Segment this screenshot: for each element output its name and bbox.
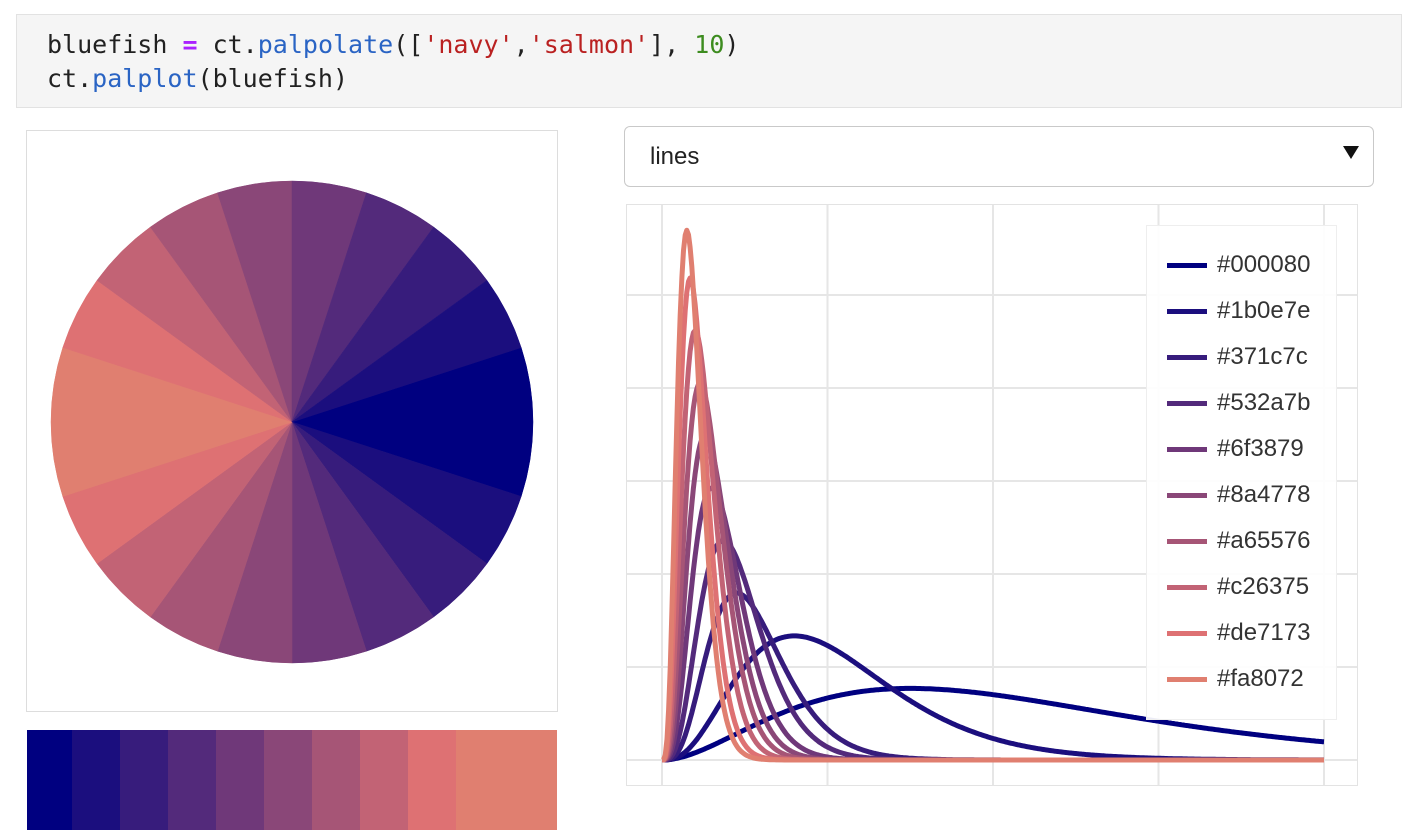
pie-chart — [50, 180, 534, 664]
series-line — [661, 227, 1325, 763]
legend-line-swatch — [1167, 355, 1207, 360]
palette-swatch — [72, 730, 120, 830]
palette-swatch — [408, 730, 456, 830]
dropdown-selected-value: lines — [650, 143, 700, 170]
code-token: ], — [649, 30, 695, 59]
code-token: 'navy' — [423, 30, 514, 59]
legend-line-swatch — [1167, 677, 1207, 682]
legend-item: #532a7b — [1147, 383, 1336, 423]
code-token: bluefish — [47, 30, 183, 59]
series-line — [661, 685, 1325, 763]
palette-swatch — [312, 730, 360, 830]
legend-item: #de7173 — [1147, 613, 1336, 653]
legend-item: #000080 — [1147, 245, 1336, 285]
legend-item: #a65576 — [1147, 521, 1336, 561]
legend-line-swatch — [1167, 585, 1207, 590]
legend-label: #532a7b — [1217, 389, 1311, 416]
code-token: 10 — [694, 30, 725, 59]
legend-item: #371c7c — [1147, 337, 1336, 377]
legend-item: #6f3879 — [1147, 429, 1336, 469]
legend-label: #de7173 — [1217, 619, 1311, 646]
legend-label: #1b0e7e — [1217, 297, 1311, 324]
legend-item: #c26375 — [1147, 567, 1336, 607]
legend-label: #8a4778 — [1217, 481, 1311, 508]
code-token: = — [182, 30, 198, 59]
legend-line-swatch — [1167, 447, 1207, 452]
code-token: 'salmon' — [528, 30, 650, 59]
code-line-2: ct.palplot(bluefish) — [47, 63, 348, 95]
pie-slice — [291, 279, 522, 423]
pie-chart-panel — [26, 130, 558, 712]
palette-swatch — [456, 730, 557, 830]
code-token: palpolate — [257, 30, 394, 59]
legend-line-swatch — [1167, 493, 1207, 498]
legend-label: #c26375 — [1217, 573, 1310, 600]
code-token: (bluefish) — [197, 64, 349, 93]
palette-swatch — [120, 730, 168, 830]
code-cell[interactable]: bluefish = ct.palpolate(['navy','salmon'… — [16, 14, 1402, 108]
pie-slice — [291, 347, 534, 497]
code-token: ct. — [47, 64, 93, 93]
plot-type-dropdown[interactable]: lines — [624, 126, 1374, 187]
code-token: ct. — [197, 30, 258, 59]
legend-line-swatch — [1167, 263, 1207, 268]
code-token: palplot — [92, 64, 198, 93]
legend-line-swatch — [1167, 631, 1207, 636]
legend-item: #fa8072 — [1147, 659, 1336, 699]
palette-swatch — [27, 730, 72, 830]
pie-slice — [50, 347, 293, 497]
legend-item: #8a4778 — [1147, 475, 1336, 515]
palette-swatch — [360, 730, 408, 830]
legend-label: #6f3879 — [1217, 435, 1304, 462]
legend-line-swatch — [1167, 401, 1207, 406]
code-token: ([ — [393, 30, 424, 59]
legend-label: #a65576 — [1217, 527, 1311, 554]
palette-swatch — [264, 730, 312, 830]
legend-label: #000080 — [1217, 251, 1311, 278]
caret-down-icon[interactable] — [1343, 146, 1359, 159]
palette-swatch — [168, 730, 216, 830]
legend-line-swatch — [1167, 309, 1207, 314]
palette-swatch — [216, 730, 264, 830]
legend-item: #1b0e7e — [1147, 291, 1336, 331]
legend-label: #fa8072 — [1217, 665, 1304, 692]
code-token: ) — [724, 30, 740, 59]
legend-label: #371c7c — [1217, 343, 1308, 370]
code-token: , — [513, 30, 529, 59]
chart-legend: #000080 #1b0e7e #371c7c #532a7b #6f3879 #8a47… — [1146, 225, 1337, 720]
legend-line-swatch — [1167, 539, 1207, 544]
palette-bar — [27, 730, 557, 830]
code-line-1: bluefish = ct.palpolate(['navy','salmon'… — [47, 29, 739, 61]
